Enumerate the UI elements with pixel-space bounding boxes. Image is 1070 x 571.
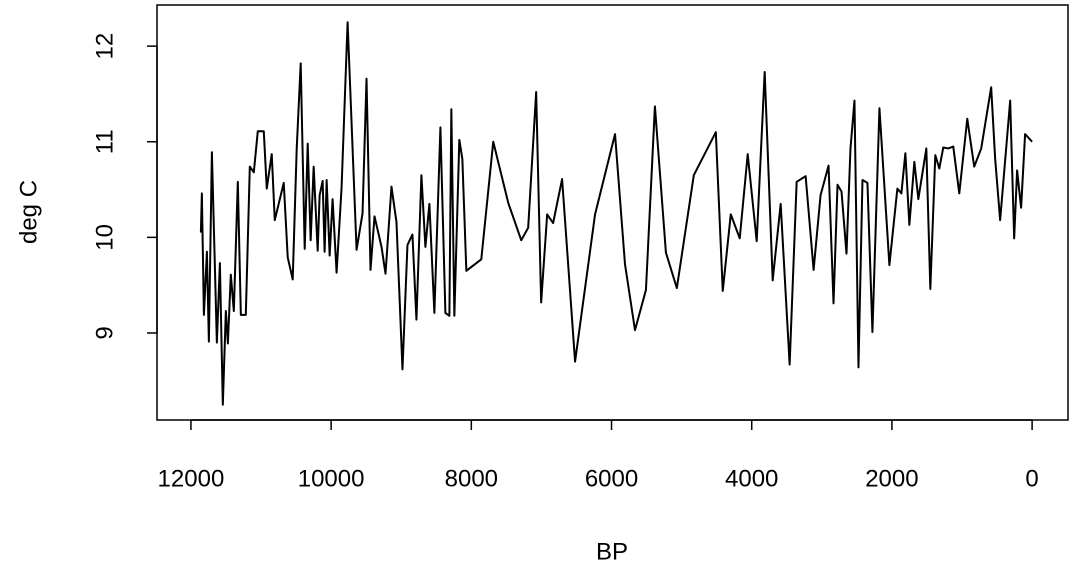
x-tick-label: 8000 <box>445 465 498 492</box>
x-axis-label: BP <box>596 538 628 565</box>
x-tick-label: 0 <box>1025 465 1038 492</box>
plot-box <box>156 4 1069 421</box>
y-tick-label: 11 <box>91 129 118 154</box>
x-tick-label: 10000 <box>298 465 365 492</box>
y-axis-label: deg C <box>15 180 42 244</box>
y-tick-label: 10 <box>91 224 118 251</box>
x-tick-label: 4000 <box>725 465 778 492</box>
y-tick-label: 9 <box>91 326 118 339</box>
x-tick-label: 12000 <box>158 465 225 492</box>
x-tick-label: 6000 <box>585 465 638 492</box>
data-line <box>199 21 1033 406</box>
y-tick-label: 12 <box>91 33 118 60</box>
x-tick-label: 2000 <box>865 465 918 492</box>
